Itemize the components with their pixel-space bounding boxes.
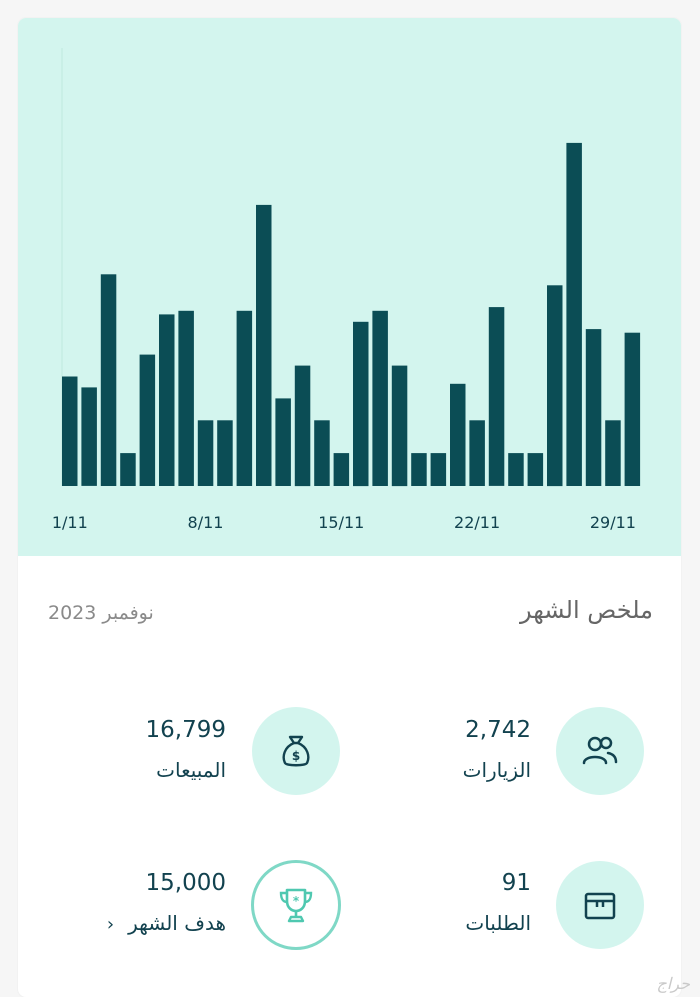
bar-13/11 (294, 365, 311, 487)
visits-label: الزيارات (462, 758, 531, 782)
bar-17/11 (372, 310, 388, 486)
goal-value: 15,000 (145, 870, 226, 896)
visits-icon-circle (556, 707, 644, 795)
bar-1/11 (62, 376, 78, 486)
bar-29/11 (605, 420, 621, 486)
bar-19/11 (411, 453, 427, 486)
visits-value: 2,742 (465, 717, 531, 743)
bar-4/11 (120, 453, 136, 486)
watermark-logo: حراج (656, 974, 691, 993)
bar-26/11 (547, 285, 563, 487)
box-icon (584, 892, 616, 920)
bar-24/11 (508, 453, 524, 486)
summary-month: نوفمبر 2023 (48, 602, 154, 624)
bar-27/11 (566, 142, 582, 486)
trophy-icon: * (279, 888, 313, 923)
bar-23/11 (488, 307, 505, 486)
sales-label: المبيعات (156, 758, 226, 782)
goal-label[interactable]: هدف الشهر (128, 911, 226, 935)
monthly-summary-card: 1/11 8/11 15/11 22/11 29/11 ملخص الشهر نوفمب… (18, 18, 681, 997)
bar-14/11 (314, 420, 330, 486)
sales-value: 16,799 (145, 717, 226, 743)
bar-9/11 (217, 420, 233, 486)
orders-value: 91 (501, 870, 531, 896)
x-tick-label: 8/11 (188, 513, 224, 532)
money-bag-icon: $ (282, 735, 310, 767)
summary-title: ملخص الشهر (519, 596, 653, 624)
bar-12/11 (275, 398, 291, 486)
bar-20/11 (430, 453, 447, 486)
x-tick-label: 15/11 (318, 513, 364, 532)
x-tick-label: 1/11 (52, 513, 88, 532)
bar-16/11 (353, 321, 369, 487)
bar-10/11 (236, 310, 253, 486)
bar-11/11 (256, 204, 272, 486)
x-tick-label: 22/11 (454, 513, 500, 532)
x-tick-label: 29/11 (590, 513, 636, 532)
bar-7/11 (178, 310, 194, 486)
svg-text:*: * (293, 894, 300, 908)
bar-8/11 (197, 420, 214, 486)
bar-22/11 (469, 420, 485, 486)
bar-25/11 (527, 453, 544, 486)
bar-18/11 (391, 365, 408, 487)
bar-chart-svg: 1/11 8/11 15/11 22/11 29/11 (52, 48, 641, 532)
bar-30/11 (624, 332, 641, 486)
bar-3/11 (100, 274, 117, 486)
bar-2/11 (81, 387, 97, 486)
goal-link[interactable]: هدف الشهر ‹ (107, 911, 226, 935)
daily-chart: 1/11 8/11 15/11 22/11 29/11 (18, 18, 681, 556)
chevron-left-icon[interactable]: ‹ (106, 914, 115, 935)
goal-icon-circle: * (251, 860, 341, 950)
orders-icon-circle (556, 861, 644, 949)
orders-label: الطلبات (465, 911, 531, 935)
users-icon (582, 736, 618, 765)
sales-icon-circle: $ (252, 707, 340, 795)
bar-5/11 (139, 354, 156, 486)
bar-6/11 (159, 314, 175, 486)
svg-text:$: $ (292, 749, 300, 763)
bar-28/11 (585, 329, 602, 486)
bar-21/11 (450, 383, 466, 486)
bar-15/11 (333, 453, 350, 486)
